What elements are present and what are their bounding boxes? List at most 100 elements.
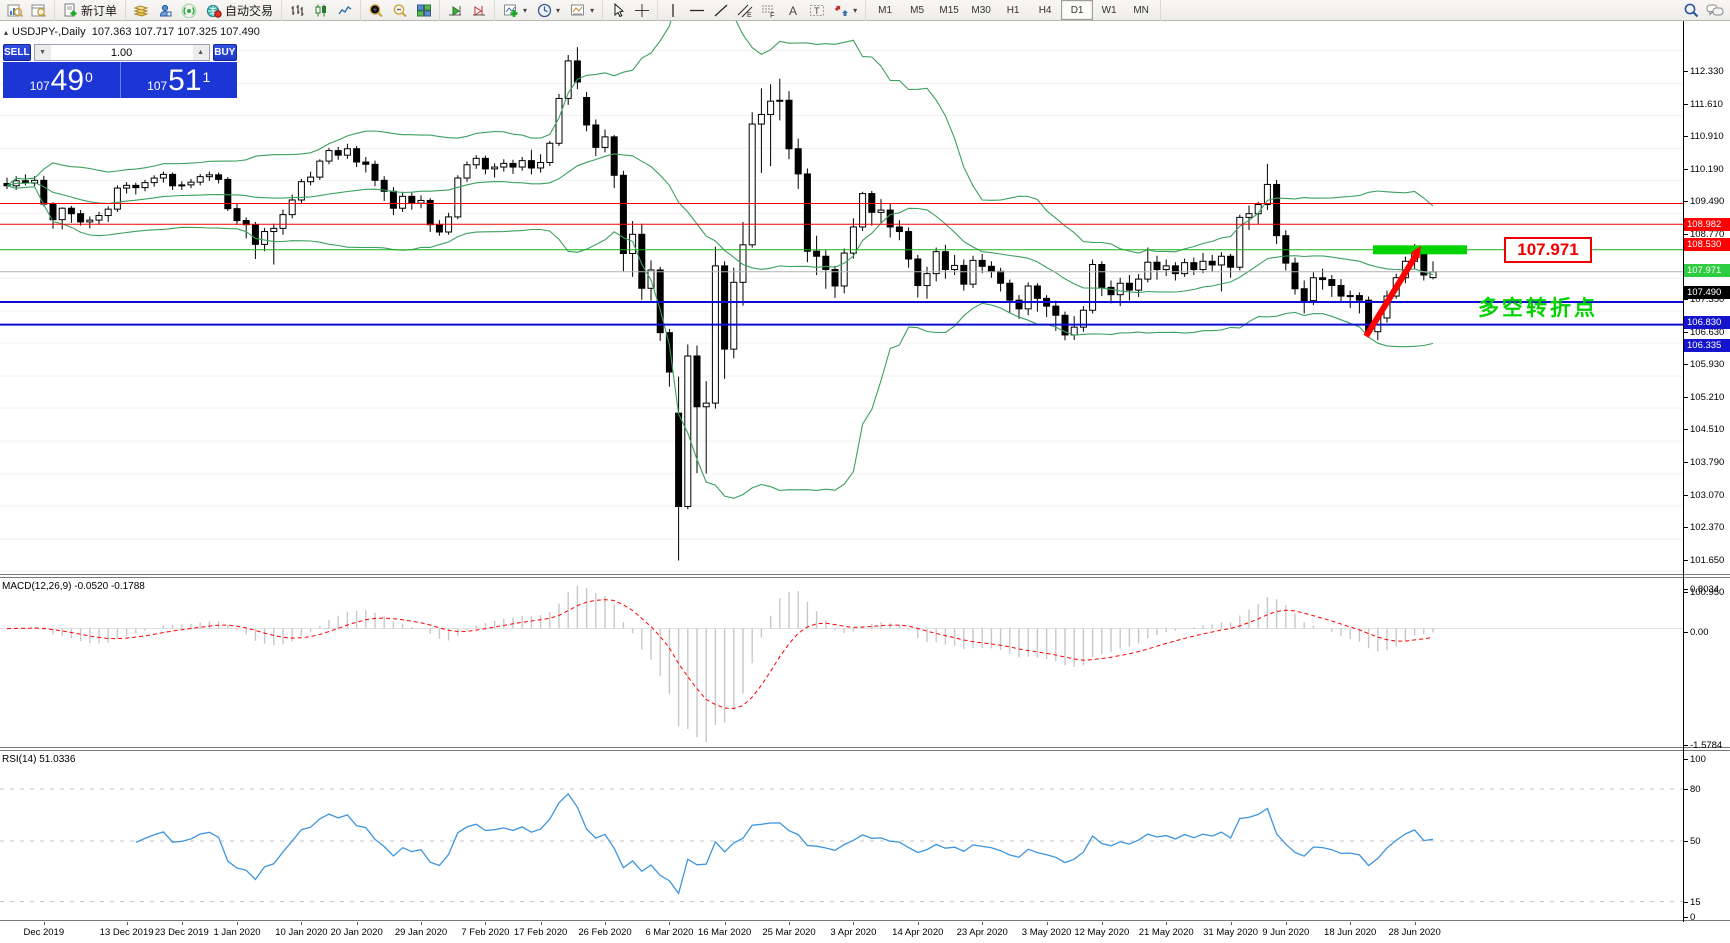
date-label[interactable]: 31 May 2020	[1203, 927, 1259, 938]
buy-button[interactable]: BUY	[212, 44, 237, 61]
date-label[interactable]: 21 May 2020	[1138, 927, 1194, 938]
date-label[interactable]: 10 Jan 2020	[275, 927, 328, 938]
date-label[interactable]: Dec 2019	[23, 927, 65, 938]
crosshair-icon[interactable]	[630, 1, 654, 20]
candle-body	[1190, 262, 1198, 271]
date-label[interactable]: 13 Dec 2019	[99, 927, 154, 938]
toolbar-group-objects: E F A T ▾	[658, 0, 867, 21]
autotrading-button[interactable]: 自动交易	[201, 1, 278, 20]
bar-chart-type-icon[interactable]	[285, 1, 309, 20]
text-icon[interactable]: A	[781, 1, 805, 20]
date-label[interactable]: 3 May 2020	[1021, 927, 1072, 938]
candlestick-chart-type-icon[interactable]	[309, 1, 333, 20]
rsi-line[interactable]	[135, 792, 1434, 895]
market-watch-icon[interactable]	[3, 1, 27, 20]
rsi-chart[interactable]	[0, 751, 1683, 922]
bollinger-upper[interactable]	[6, 21, 1434, 254]
chat-icon[interactable]	[1703, 1, 1727, 20]
date-label[interactable]: 12 May 2020	[1074, 927, 1130, 938]
signals-icon[interactable]	[177, 1, 201, 20]
auto-scroll-icon[interactable]	[443, 1, 467, 20]
candle-body	[279, 214, 287, 229]
date-label[interactable]: 23 Apr 2020	[956, 927, 1008, 938]
date-label[interactable]: 6 Mar 2020	[645, 927, 694, 938]
timeframe-button-mn[interactable]: MN	[1133, 4, 1149, 16]
date-label[interactable]: 26 Feb 2020	[578, 927, 632, 938]
volume-input[interactable]	[50, 45, 193, 60]
zoom-out-icon[interactable]	[388, 1, 412, 20]
equidistant-channel-icon[interactable]: E	[733, 1, 757, 20]
date-label[interactable]: 1 Jan 2020	[213, 927, 261, 938]
data-window-icon[interactable]	[27, 1, 51, 20]
date-label[interactable]: 28 Jun 2020	[1388, 927, 1441, 938]
date-tick	[126, 922, 128, 925]
price-tick-label: 103.790	[1690, 457, 1725, 469]
date-label[interactable]: 3 Apr 2020	[830, 927, 877, 938]
zone-price-callout[interactable]: 107.971	[1504, 237, 1592, 263]
pane-separator-macd[interactable]	[0, 574, 1730, 578]
line-chart-type-icon[interactable]	[333, 1, 357, 20]
timeframe-button-m5[interactable]: M5	[910, 4, 925, 16]
candle-body	[785, 99, 793, 150]
text-label-icon[interactable]: T	[805, 1, 829, 20]
volume-decrease-button[interactable]: ▼	[34, 45, 51, 60]
trendline-icon[interactable]	[709, 1, 733, 20]
date-label[interactable]: 16 Mar 2020	[697, 927, 752, 938]
candle-body	[86, 219, 94, 223]
timeframe-button-w1[interactable]: W1	[1101, 4, 1117, 16]
bollinger-middle[interactable]	[6, 153, 1434, 294]
price-tick-label: 112.330	[1690, 66, 1724, 78]
timeframe-button-m30[interactable]: M30	[971, 4, 991, 16]
volume-increase-button[interactable]: ▲	[192, 45, 209, 60]
timeframe-button-h4[interactable]: H4	[1038, 4, 1052, 16]
date-label[interactable]: 29 Jan 2020	[394, 927, 448, 938]
indicators-button[interactable]: ▾	[498, 1, 532, 20]
bollinger-lower[interactable]	[6, 185, 1434, 499]
pivot-annotation[interactable]: 多空转折点	[1478, 297, 1598, 320]
buy-price[interactable]: 107 51 1	[121, 62, 238, 98]
date-axis[interactable]: Dec 2019 13 Dec 2019 23 Dec 2019 1 Jan 2020…	[0, 922, 1730, 943]
candle-body	[1217, 255, 1225, 266]
date-label[interactable]: 20 Jan 2020	[330, 927, 383, 938]
pane-separator-rsi[interactable]	[0, 747, 1730, 751]
macd-signal-line[interactable]	[6, 599, 1434, 710]
date-label[interactable]: 18 Jun 2020	[1324, 927, 1377, 938]
horizontal-line-icon[interactable]	[685, 1, 709, 20]
timeframe-button-h1[interactable]: H1	[1006, 4, 1020, 16]
date-label[interactable]: 25 Mar 2020	[762, 927, 816, 938]
date-label[interactable]: 9 Jun 2020	[1262, 927, 1310, 938]
price-chart[interactable]	[0, 21, 1683, 574]
periods-button[interactable]: ▾	[532, 1, 565, 20]
sell-button[interactable]: SELL	[3, 44, 31, 61]
strategy-tester-icon[interactable]	[153, 1, 177, 20]
price-tick-dash	[1683, 364, 1688, 366]
date-label[interactable]: 7 Feb 2020	[461, 927, 510, 938]
new-order-button[interactable]: 新订单	[58, 1, 122, 20]
fibonacci-icon[interactable]: F	[757, 1, 781, 20]
trend-arrow-shaft[interactable]	[1363, 252, 1420, 338]
zoom-in-icon[interactable]	[364, 1, 388, 20]
candle-body	[730, 281, 738, 350]
vertical-line-icon[interactable]	[661, 1, 685, 20]
candle-body	[555, 97, 563, 144]
metaeditor-icon[interactable]	[129, 1, 153, 20]
date-label[interactable]: 23 Dec 2019	[154, 927, 209, 938]
templates-button[interactable]: ▾	[565, 1, 599, 20]
date-label[interactable]: 17 Feb 2020	[513, 927, 568, 938]
macd-tick-label: 0.8034	[1690, 584, 1720, 595]
candle-body	[1015, 299, 1023, 310]
timeframe-button-m15[interactable]: M15	[939, 4, 959, 16]
search-icon[interactable]	[1679, 1, 1703, 20]
macd-chart[interactable]	[0, 578, 1683, 747]
date-label[interactable]: 14 Apr 2020	[892, 927, 944, 938]
chart-shift-icon[interactable]	[467, 1, 491, 20]
tile-windows-icon[interactable]	[412, 1, 436, 20]
cursor-icon[interactable]	[606, 1, 630, 20]
timeframe-button-d1[interactable]: D1	[1061, 0, 1094, 20]
sell-price[interactable]: 107 49 0	[3, 62, 121, 98]
timeframe-button-m1[interactable]: M1	[878, 4, 893, 16]
arrows-tool-icon[interactable]: ▾	[829, 1, 862, 20]
candle-body	[178, 184, 186, 187]
price-badge-106.335: 106.335	[1684, 338, 1730, 352]
candle-body	[1429, 271, 1437, 279]
